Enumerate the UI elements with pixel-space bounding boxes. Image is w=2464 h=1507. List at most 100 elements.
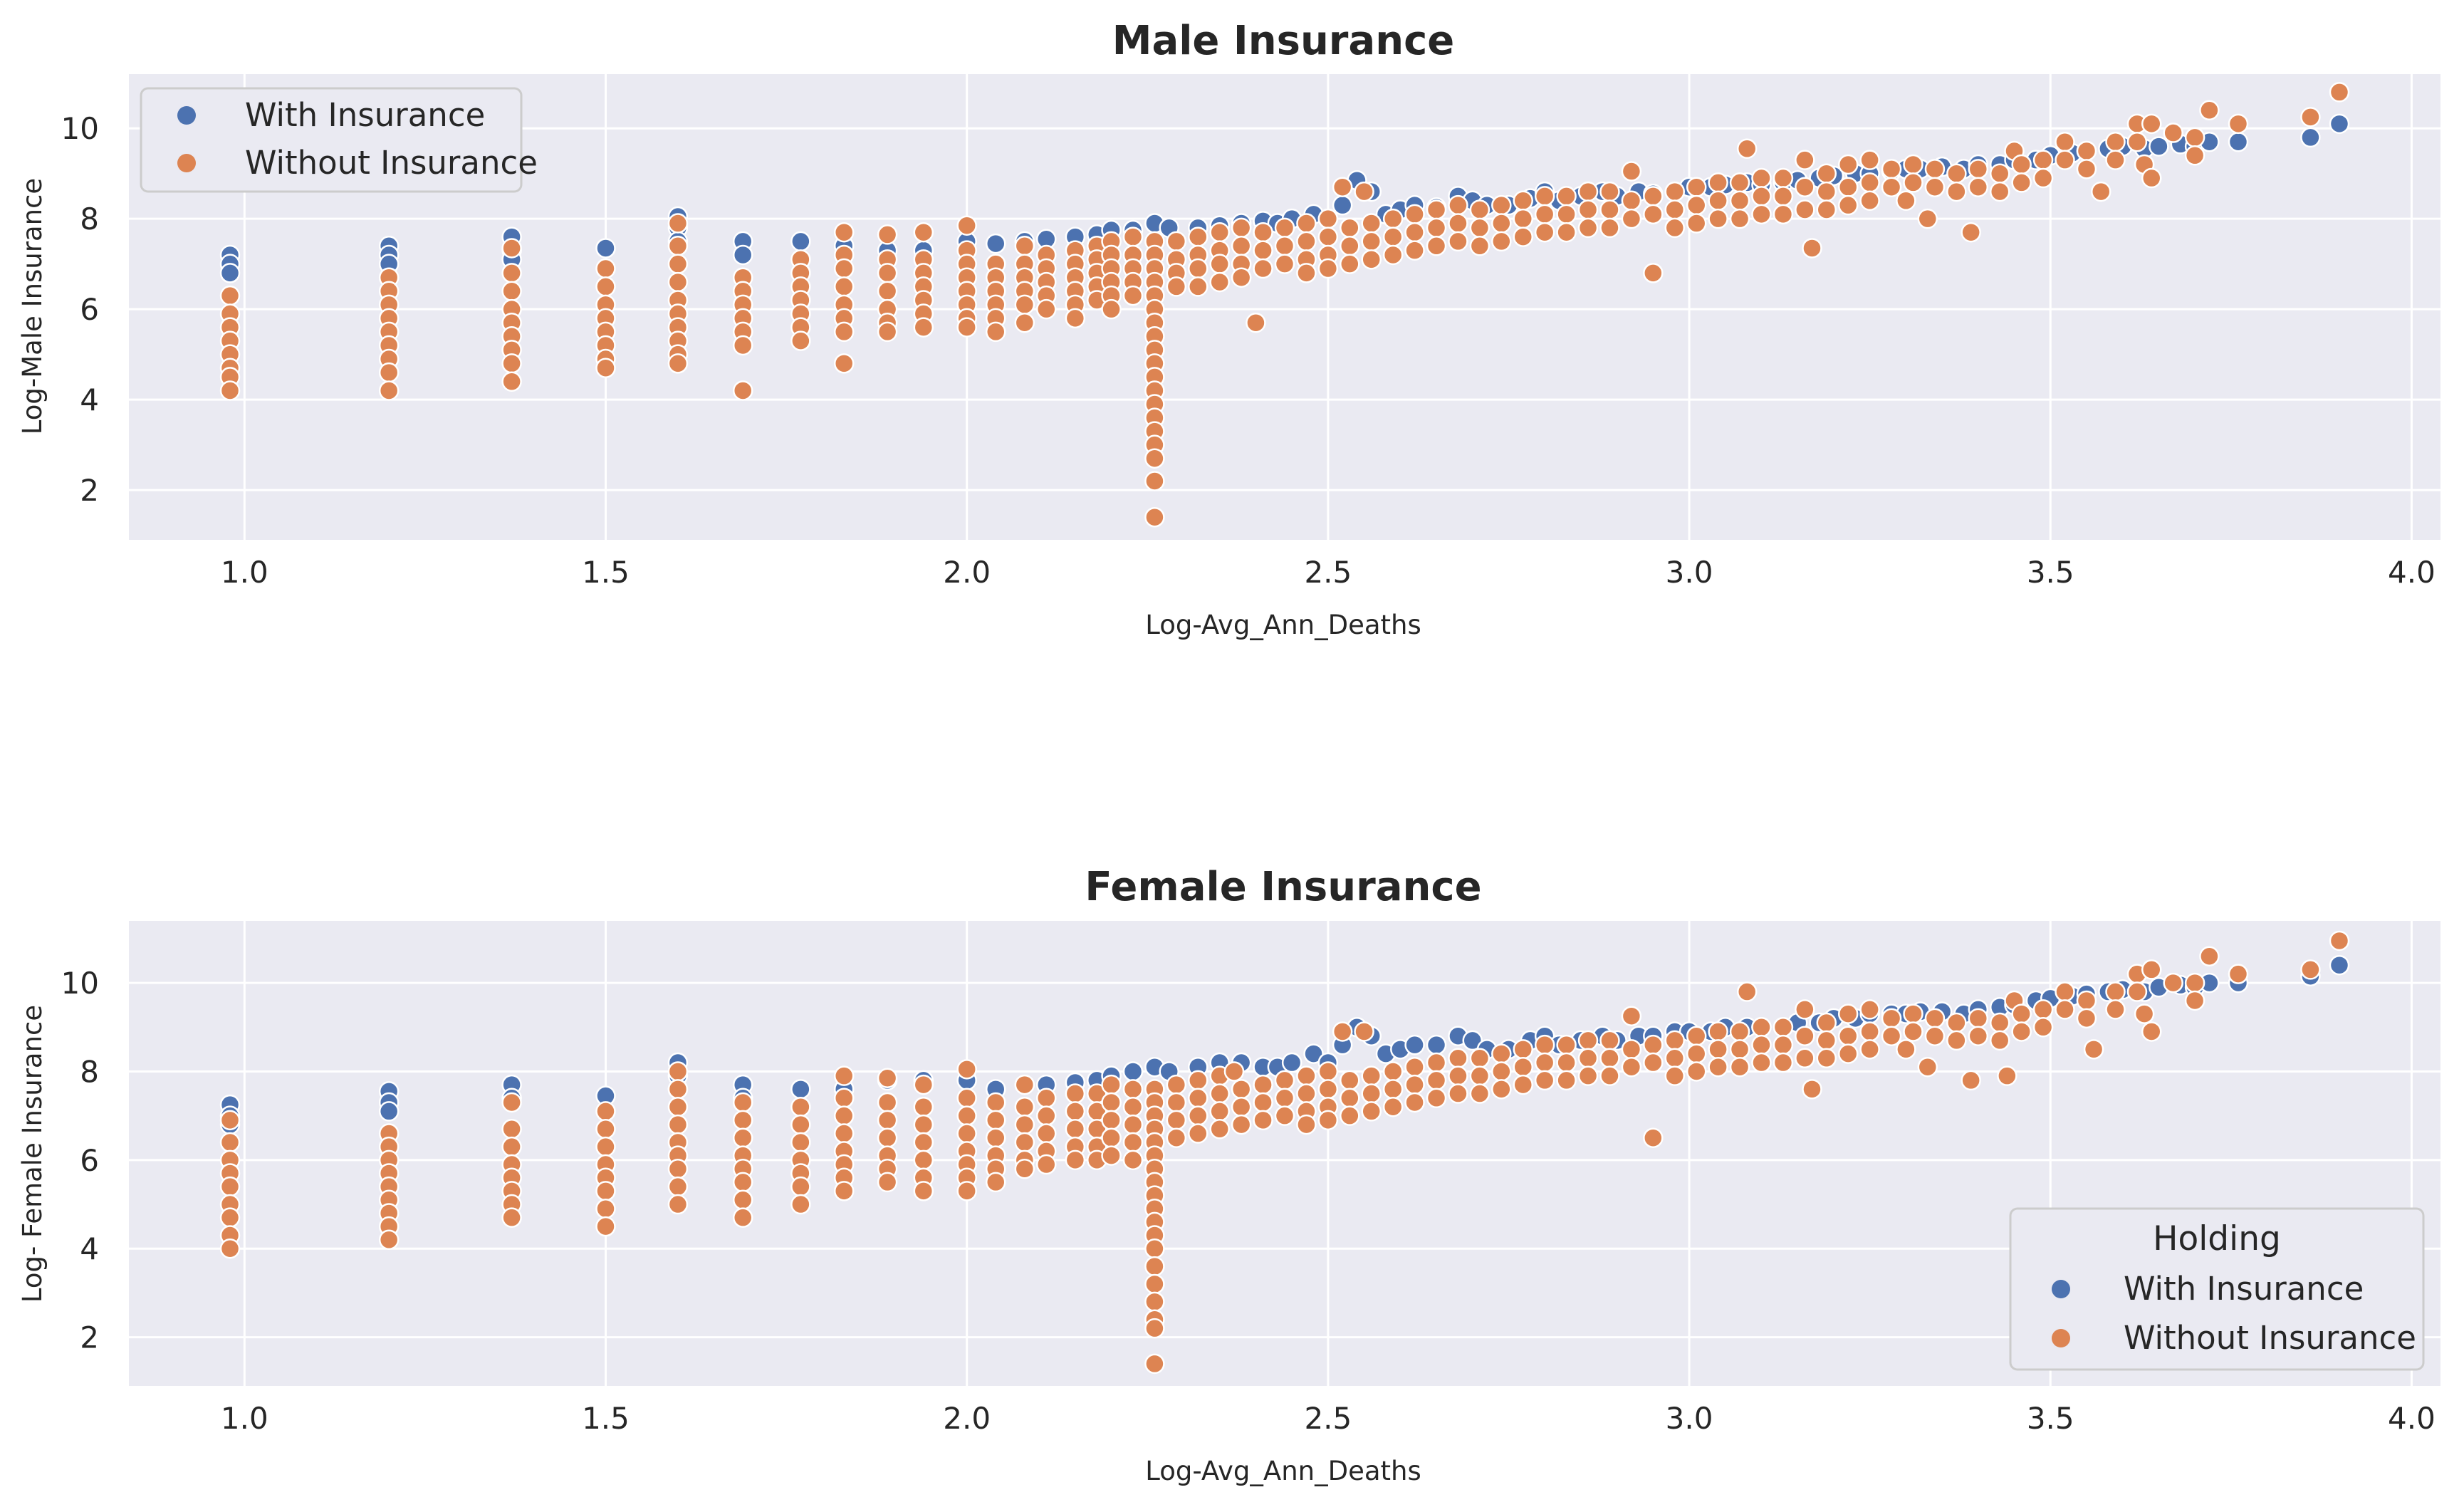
male-point-without-insurance (2105, 150, 2126, 170)
female-point-without-insurance (1946, 1030, 1967, 1051)
male-point-without-insurance (595, 258, 616, 279)
male-point-without-insurance (1065, 308, 1086, 329)
female-point-without-insurance (732, 1110, 753, 1131)
male-point-without-insurance (1426, 199, 1447, 220)
female-point-without-insurance (1188, 1105, 1208, 1126)
male-point-without-insurance (2011, 172, 2032, 193)
female-x-tick-label: 4.0 (2388, 1401, 2436, 1436)
male-point-without-insurance (1513, 190, 1533, 212)
female-point-without-insurance (1469, 1048, 1491, 1069)
female-point-without-insurance (790, 1114, 811, 1135)
female-point-without-insurance (219, 1132, 241, 1153)
male-point-without-insurance (1816, 163, 1837, 184)
male-point-without-insurance (1729, 190, 1750, 212)
female-point-without-insurance (2141, 1021, 2162, 1042)
male-point-without-insurance (1404, 240, 1425, 261)
male-point-without-insurance (732, 380, 753, 401)
male-point-without-insurance (1209, 221, 1230, 243)
female-point-without-insurance (1122, 1149, 1144, 1171)
male-point-without-insurance (1773, 204, 1794, 225)
female-point-with-insurance (790, 1079, 811, 1100)
female-point-without-insurance (1209, 1083, 1230, 1104)
male-y-tick-label: 2 (80, 473, 99, 508)
female-point-without-insurance (1223, 1061, 1245, 1082)
female-point-without-insurance (1166, 1074, 1187, 1095)
female-legend-label-with-insurance: With Insurance (2124, 1270, 2364, 1308)
female-point-without-insurance (1448, 1083, 1468, 1104)
male-point-without-insurance (1253, 240, 1273, 261)
female-legend-label-without-insurance: Without Insurance (2124, 1319, 2416, 1357)
male-point-without-insurance (501, 353, 522, 374)
male-point-without-insurance (1122, 285, 1144, 306)
male-point-with-insurance (219, 263, 241, 283)
male-point-without-insurance (667, 271, 689, 293)
female-point-without-insurance (667, 1194, 689, 1215)
male-y-tick-label: 6 (80, 292, 99, 327)
male-point-without-insurance (1837, 154, 1859, 175)
male-point-without-insurance (1599, 181, 1620, 202)
male-point-without-insurance (1686, 177, 1707, 197)
male-point-without-insurance (1144, 507, 1165, 528)
female-point-without-insurance (1751, 1034, 1772, 1055)
female-point-without-insurance (1317, 1110, 1339, 1131)
male-point-without-insurance (1014, 312, 1035, 333)
female-point-without-insurance (1816, 1012, 1837, 1033)
male-point-without-insurance (833, 353, 855, 374)
male-point-without-insurance (1816, 199, 1837, 220)
female-point-without-insurance (1382, 1061, 1404, 1082)
female-point-without-insurance (1144, 1318, 1165, 1339)
female-point-without-insurance (1736, 981, 1758, 1002)
male-point-without-insurance (1274, 254, 1295, 274)
female-point-without-insurance (956, 1105, 977, 1126)
male-x-tick-label: 4.0 (2388, 555, 2436, 590)
male-point-with-insurance (732, 244, 753, 266)
female-point-without-insurance (1014, 1132, 1035, 1153)
male-point-without-insurance (1361, 213, 1382, 234)
female-point-without-insurance (1534, 1070, 1555, 1091)
male-point-with-insurance (1332, 194, 1353, 216)
male-y-tick-labels: 2 4 6 8 10 (61, 111, 99, 508)
female-point-without-insurance (1968, 1008, 1989, 1029)
female-x-tick-labels: 1.0 1.5 2.0 2.5 3.0 3.5 4.0 (221, 1401, 2436, 1436)
female-point-without-insurance (1491, 1061, 1512, 1082)
female-point-without-insurance (1354, 1021, 1374, 1042)
female-point-without-insurance (1036, 1088, 1057, 1109)
female-point-without-insurance (2011, 1021, 2032, 1042)
female-y-axis-label: Log- Female Insurance (17, 1005, 48, 1303)
male-point-without-insurance (1296, 231, 1317, 252)
male-point-without-insurance (1253, 258, 1273, 279)
female-point-with-insurance (378, 1101, 400, 1122)
male-point-without-insurance (833, 258, 855, 279)
female-point-without-insurance (833, 1123, 855, 1144)
female-point-without-insurance (1837, 1026, 1859, 1046)
female-point-without-insurance (1404, 1056, 1425, 1078)
male-point-without-insurance (1751, 167, 1772, 189)
female-point-without-insurance (1274, 1105, 1295, 1126)
female-point-without-insurance (1014, 1114, 1035, 1135)
female-point-without-insurance (913, 1149, 934, 1171)
female-point-without-insurance (1253, 1074, 1273, 1095)
male-point-without-insurance (1296, 213, 1317, 234)
female-point-without-insurance (1917, 1056, 1938, 1078)
male-point-without-insurance (1144, 471, 1165, 491)
male-point-without-insurance (877, 321, 898, 343)
female-point-without-insurance (1404, 1092, 1425, 1113)
female-point-without-insurance (1144, 1291, 1165, 1313)
female-point-without-insurance (667, 1114, 689, 1135)
male-point-without-insurance (1426, 236, 1447, 256)
female-point-without-insurance (1643, 1034, 1664, 1055)
male-point-without-insurance (1961, 221, 1981, 243)
male-point-without-insurance (1968, 177, 1989, 197)
female-point-without-insurance (1065, 1083, 1086, 1104)
female-y-tick-label: 8 (80, 1054, 99, 1089)
male-y-axis-label: Log-Male Insurance (17, 178, 48, 434)
female-point-without-insurance (1317, 1079, 1339, 1100)
female-point-without-insurance (913, 1132, 934, 1153)
female-point-without-insurance (2076, 1008, 2097, 1029)
male-point-without-insurance (1036, 298, 1057, 320)
female-point-without-insurance (1296, 1114, 1317, 1135)
male-point-without-insurance (1231, 236, 1252, 256)
male-point-without-insurance (667, 353, 689, 374)
male-point-without-insurance (2076, 159, 2097, 179)
female-point-without-insurance (1795, 1048, 1815, 1069)
